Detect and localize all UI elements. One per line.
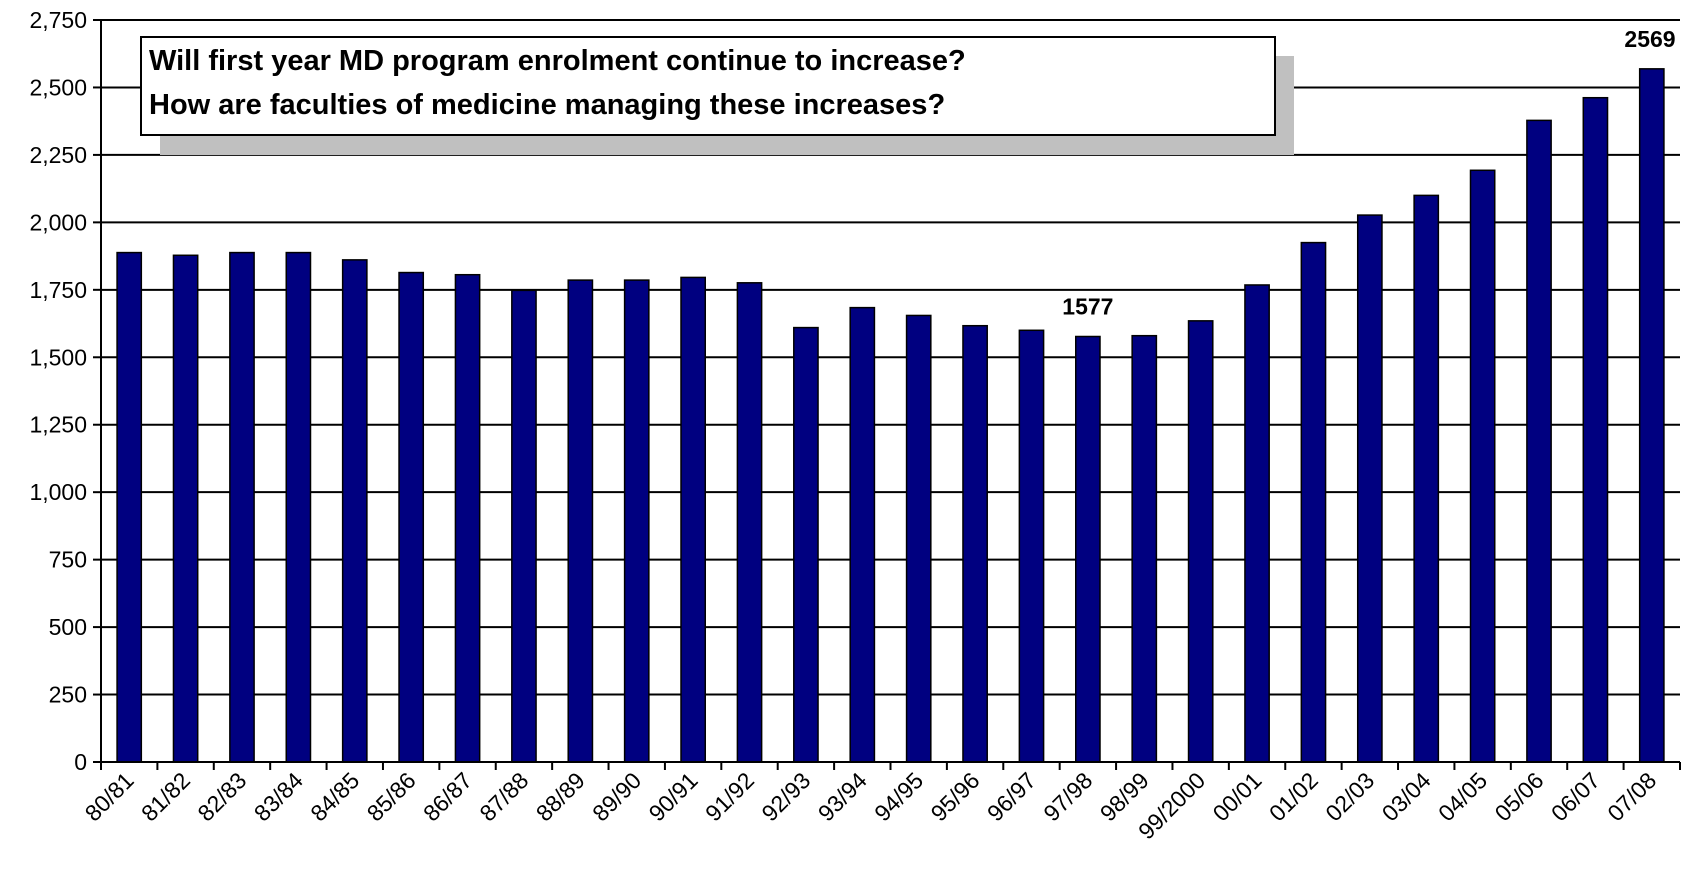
data-label: 2569 [1624,26,1675,52]
callout-line-1: Will first year MD program enrolment con… [149,45,966,77]
axes [93,19,1681,770]
bar [1131,334,1158,763]
bar [1244,284,1270,763]
bar [793,326,819,763]
data-label: 1577 [1062,293,1113,319]
bar [1469,169,1496,763]
bar [1638,68,1665,763]
x-tick-labels: 80/8181/8282/8383/8484/8585/8686/8787/88… [80,767,1662,844]
x-tick-label: 83/84 [249,767,308,826]
y-tick-label: 250 [49,682,87,708]
bar [285,251,312,763]
y-tick-label: 1,250 [29,412,87,438]
bar [567,279,594,763]
x-tick-label: 02/03 [1320,767,1379,826]
x-tick-label: 89/90 [587,767,646,826]
y-tick-label: 1,500 [29,344,87,370]
x-tick-label: 03/04 [1377,767,1436,826]
x-tick-label: 04/05 [1433,767,1492,826]
y-tick-label: 2,250 [29,142,87,168]
x-tick-label: 85/86 [362,767,421,826]
bar [736,282,763,763]
bars [116,68,1665,763]
bar [454,273,481,763]
bar [398,271,425,763]
data-labels: 1577 2569 [1062,26,1675,320]
y-tick-label: 2,000 [29,209,87,235]
x-tick-label: 88/89 [531,767,590,826]
x-tick-label: 81/82 [136,767,195,826]
x-tick-label: 92/93 [756,767,815,826]
y-tick-label: 1,750 [29,277,87,303]
bar [1300,241,1327,763]
x-tick-label: 90/91 [644,767,703,826]
x-tick-label: 07/08 [1602,767,1661,826]
x-tick-label: 87/88 [474,767,533,826]
y-tick-label: 0 [74,749,87,775]
bar [1187,320,1214,763]
bar [849,306,876,763]
bar [905,314,932,763]
bar [172,254,199,763]
x-tick-label: 95/96 [926,767,985,826]
x-tick-label: 91/92 [700,767,759,826]
x-tick-label: 82/83 [192,767,251,826]
bar [1018,329,1045,763]
y-tick-label: 500 [49,614,87,640]
bar [962,324,988,763]
bar [229,251,255,763]
x-tick-label: 00/01 [1208,767,1267,826]
question-callout: Will first year MD program enrolment con… [140,36,1294,155]
x-tick-label: 05/06 [1489,767,1548,826]
x-tick-label: 97/98 [1038,767,1097,826]
y-tick-label: 750 [49,547,87,573]
x-tick-label: 84/85 [305,767,364,826]
callout-line-2: How are faculties of medicine managing t… [149,89,945,121]
bar [1582,96,1609,763]
bar [1075,335,1101,763]
x-tick-label: 01/02 [1264,767,1323,826]
y-tick-label: 2,500 [29,74,87,100]
bar [623,279,650,763]
x-tick-label: 93/94 [813,767,872,826]
bar [1526,119,1552,763]
bar [1413,194,1440,763]
x-tick-label: 80/81 [80,767,139,826]
y-tick-label: 1,000 [29,479,87,505]
y-tick-labels: 0 250 500 750 1,000 1,250 1,500 1,750 2,000 2,250… [29,7,87,775]
x-tick-label: 86/87 [418,767,477,826]
bar [341,259,368,763]
bar [511,289,537,763]
x-tick-label: 06/07 [1546,767,1605,826]
bar [1356,214,1383,763]
x-tick-label: 96/97 [982,767,1041,826]
x-tick-label: 94/95 [869,767,928,826]
callout-box [140,36,1276,136]
y-tick-label: 2,750 [29,7,87,33]
bar [116,251,143,763]
bar [680,276,706,763]
